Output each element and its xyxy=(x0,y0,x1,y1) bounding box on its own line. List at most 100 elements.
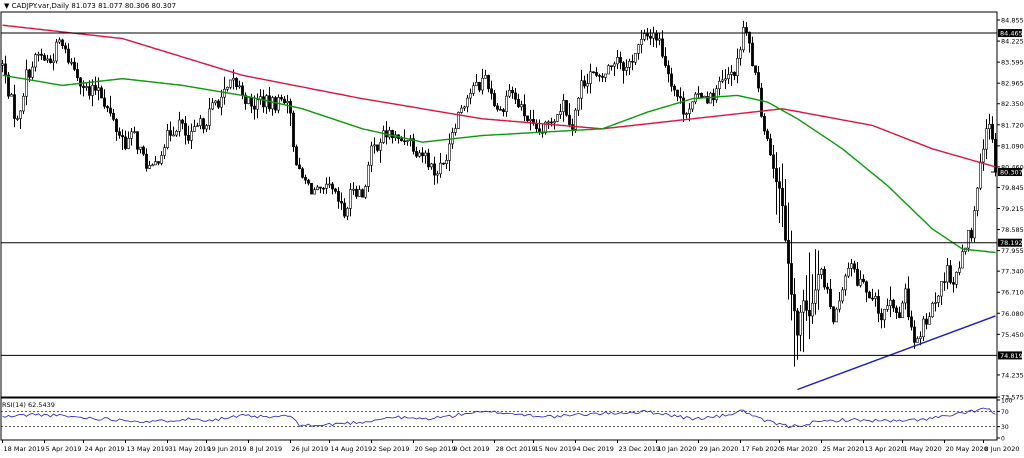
candle xyxy=(505,90,508,117)
candle xyxy=(307,178,310,186)
candle-body xyxy=(91,85,94,96)
candle xyxy=(601,72,604,83)
candle-body xyxy=(574,109,577,130)
candle-body xyxy=(526,115,529,121)
candle xyxy=(478,81,481,93)
candle xyxy=(496,102,499,112)
candle xyxy=(202,117,205,134)
candle-body xyxy=(664,56,667,66)
candle xyxy=(4,55,7,84)
candle xyxy=(160,151,163,166)
candle xyxy=(223,76,226,105)
candle-body xyxy=(307,179,310,184)
candle-body xyxy=(250,97,253,107)
candle-body xyxy=(982,148,985,163)
candle-body xyxy=(154,161,157,166)
candle xyxy=(634,53,637,66)
collapse-triangle-icon[interactable]: ▼ xyxy=(4,2,10,10)
candle-body xyxy=(286,100,289,104)
candle xyxy=(535,119,538,134)
candle-body xyxy=(778,181,781,189)
level-label: 74.819 xyxy=(1000,352,1023,360)
candle xyxy=(628,58,631,75)
candle xyxy=(967,229,970,252)
candle xyxy=(592,71,595,74)
candle xyxy=(70,58,73,66)
candle xyxy=(883,308,886,328)
candle-body xyxy=(655,32,658,41)
candle-body xyxy=(577,97,580,111)
candle-body xyxy=(616,57,619,65)
candle xyxy=(646,27,649,41)
rsi-header: RSI(14) 62.5439 xyxy=(2,401,55,409)
candle-body xyxy=(775,168,778,183)
candle xyxy=(916,336,919,343)
candle xyxy=(442,162,445,166)
candle-body xyxy=(70,61,73,64)
candle xyxy=(388,126,391,140)
candle xyxy=(73,57,76,72)
candle-body xyxy=(619,57,622,63)
candle-body xyxy=(169,130,172,136)
candle xyxy=(586,73,589,94)
candle-body xyxy=(805,300,808,311)
candle-body xyxy=(289,100,292,114)
candle-body xyxy=(292,112,295,148)
candle-body xyxy=(145,153,148,169)
candle xyxy=(589,63,592,94)
candle-body xyxy=(61,39,64,47)
candle-body xyxy=(808,310,811,317)
candle xyxy=(832,306,835,325)
candle xyxy=(934,292,937,312)
candle xyxy=(124,130,127,151)
candle xyxy=(340,192,343,210)
candle-body xyxy=(868,291,871,299)
candle-body xyxy=(262,96,265,108)
candle-body xyxy=(550,121,553,124)
price-axis: 84.855 84.225 83.595 82.965 82.350 81.720 81.0… xyxy=(991,17,1024,402)
candle-body xyxy=(28,69,31,78)
candle xyxy=(808,252,811,340)
candle xyxy=(298,157,301,170)
candle xyxy=(985,119,988,160)
candle-body xyxy=(727,74,730,80)
candle-body xyxy=(721,79,724,82)
candle xyxy=(745,22,748,36)
candle xyxy=(652,26,655,47)
candle-body xyxy=(349,189,352,209)
candle-body xyxy=(580,80,583,99)
candle-body xyxy=(742,27,745,51)
candle xyxy=(46,54,49,63)
candle xyxy=(304,174,307,185)
candle-body xyxy=(547,121,550,124)
candle-body xyxy=(448,143,451,161)
candle-body xyxy=(748,31,751,44)
candle xyxy=(79,76,82,95)
candle-body xyxy=(1,63,4,66)
candle xyxy=(880,308,883,329)
candle-body xyxy=(856,268,859,286)
candle-body xyxy=(565,100,568,116)
candle xyxy=(259,89,262,105)
candle xyxy=(130,127,133,146)
candle xyxy=(115,118,118,141)
candle xyxy=(280,94,283,102)
candle xyxy=(10,92,13,97)
candle-body xyxy=(700,93,703,98)
candle xyxy=(274,95,277,114)
candle xyxy=(763,113,766,135)
candle xyxy=(766,128,769,142)
candle xyxy=(475,73,478,87)
candle-body xyxy=(220,96,223,108)
candle xyxy=(25,59,28,106)
candle xyxy=(511,86,514,99)
candle xyxy=(847,262,850,278)
candle-body xyxy=(979,161,982,189)
candle-body xyxy=(337,191,340,202)
candle xyxy=(799,305,802,352)
candle xyxy=(859,270,862,288)
candle-body xyxy=(670,73,673,87)
candle-body xyxy=(199,118,202,127)
candle xyxy=(892,298,895,313)
